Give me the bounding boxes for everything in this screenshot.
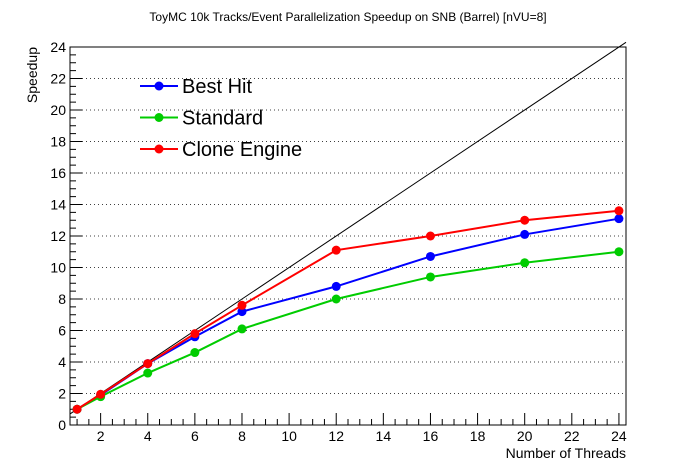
series-line xyxy=(76,209,620,411)
data-point xyxy=(614,214,624,224)
series-best-hit xyxy=(72,214,624,414)
data-point xyxy=(72,404,82,414)
legend-label: Best Hit xyxy=(182,76,252,98)
data-point xyxy=(614,206,624,216)
data-point xyxy=(520,229,530,239)
legend: Best Hit Standard Clone Engine xyxy=(140,76,302,161)
legend-swatch-marker xyxy=(154,81,164,91)
x-tick-label: 8 xyxy=(238,428,246,444)
y-tick-label: 0 xyxy=(58,417,66,433)
x-tick-label: 14 xyxy=(376,428,392,444)
data-point xyxy=(614,247,624,257)
y-tick-label: 6 xyxy=(58,323,66,339)
y-tick-label: 24 xyxy=(50,39,66,55)
legend-label: Clone Engine xyxy=(182,139,302,161)
data-point xyxy=(143,359,153,369)
y-tick-label: 18 xyxy=(50,134,66,150)
data-point xyxy=(425,231,435,241)
legend-entry: Standard xyxy=(140,108,263,130)
x-tick-label: 6 xyxy=(191,428,199,444)
data-point xyxy=(425,251,435,261)
data-point xyxy=(237,300,247,310)
y-tick-label: 8 xyxy=(58,291,66,307)
ideal-speedup-line xyxy=(69,41,627,415)
y-tick-label: 10 xyxy=(50,260,66,276)
series-standard xyxy=(72,247,624,414)
legend-entry: Best Hit xyxy=(140,76,252,98)
x-tick-label: 20 xyxy=(517,428,533,444)
y-tick-label: 16 xyxy=(50,165,66,181)
ideal-line xyxy=(69,41,627,415)
y-tick-label: 4 xyxy=(58,354,66,370)
data-point xyxy=(190,329,200,339)
y-tick-label: 2 xyxy=(58,386,66,402)
x-tick-label: 22 xyxy=(564,428,580,444)
x-axis-label: Number of Threads xyxy=(506,445,626,461)
data-point xyxy=(237,324,247,334)
grid-lines xyxy=(70,46,626,394)
data-point xyxy=(331,294,341,304)
y-tick-label: 20 xyxy=(50,102,66,118)
data-point xyxy=(331,281,341,291)
data-point xyxy=(237,307,247,317)
x-tick-label: 18 xyxy=(470,428,486,444)
y-tick-label: 14 xyxy=(50,197,66,213)
data-point xyxy=(425,272,435,282)
data-point xyxy=(190,348,200,358)
x-tick-label: 12 xyxy=(328,428,344,444)
x-tick-label: 10 xyxy=(281,428,297,444)
series-clone-engine xyxy=(72,206,624,414)
x-tick-label: 24 xyxy=(611,428,627,444)
chart-title: ToyMC 10k Tracks/Event Parallelization S… xyxy=(149,10,546,24)
legend-swatch-marker xyxy=(154,113,164,122)
legend-entry: Clone Engine xyxy=(140,139,302,161)
series-line xyxy=(76,217,620,411)
x-tick-label: 16 xyxy=(423,428,439,444)
data-point xyxy=(520,258,530,268)
axis-ticks: 2 4 6 8 10 12 14 16 18 20 22 2402468101214161820222… xyxy=(50,39,627,444)
x-tick-label: 4 xyxy=(144,428,152,444)
data-point xyxy=(143,368,153,378)
legend-swatch-marker xyxy=(154,144,164,154)
data-point xyxy=(520,215,530,225)
y-tick-label: 12 xyxy=(50,228,66,244)
y-axis-label: Speedup xyxy=(24,47,40,103)
legend-label: Standard xyxy=(182,108,263,130)
x-tick-label: 2 xyxy=(97,428,105,444)
data-point xyxy=(331,245,341,255)
data-point xyxy=(96,389,106,399)
y-tick-label: 22 xyxy=(50,71,66,87)
series-group xyxy=(72,206,624,414)
